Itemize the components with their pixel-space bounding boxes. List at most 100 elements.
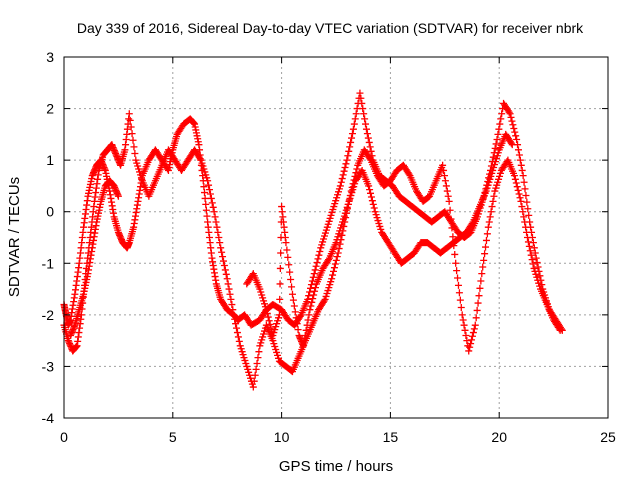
data-point-marker <box>365 138 373 146</box>
data-point-marker <box>250 377 258 385</box>
data-point-marker <box>127 123 135 131</box>
data-point-marker <box>263 309 271 317</box>
data-point-marker <box>252 365 260 373</box>
data-point-marker <box>283 246 291 254</box>
data-point-marker <box>360 110 368 118</box>
data-point-marker <box>196 155 204 163</box>
data-point-marker <box>364 134 372 142</box>
data-point-marker <box>208 199 216 207</box>
data-point-marker <box>348 134 356 142</box>
data-point-marker <box>262 306 270 314</box>
data-point-marker <box>470 325 478 333</box>
data-point-marker <box>330 267 338 275</box>
data-point-marker <box>288 290 296 298</box>
data-point-marker <box>359 105 367 113</box>
data-point-marker <box>511 128 519 136</box>
data-point-marker <box>489 197 497 205</box>
data-point-marker <box>475 292 483 300</box>
data-point-marker <box>458 311 466 319</box>
data-point-marker <box>366 155 374 163</box>
x-tick-label: 20 <box>491 429 507 445</box>
data-point-marker <box>367 147 375 155</box>
data-point-marker <box>516 156 524 164</box>
data-point-marker <box>232 320 240 328</box>
data-point-marker <box>495 125 503 133</box>
data-point-marker <box>300 337 308 345</box>
data-point-marker <box>290 302 298 310</box>
data-point-marker <box>291 308 299 316</box>
data-point-marker <box>343 156 351 164</box>
data-point-marker <box>336 240 344 248</box>
data-point-marker <box>536 272 544 280</box>
data-point-marker <box>303 321 311 329</box>
data-point-marker <box>508 141 516 149</box>
data-point-marker <box>370 204 378 212</box>
data-point-marker <box>218 248 226 256</box>
data-point-marker <box>356 89 364 97</box>
data-point-marker <box>496 120 504 128</box>
data-point-marker <box>200 183 208 191</box>
data-point-marker <box>522 223 530 231</box>
data-point-marker <box>482 236 490 244</box>
data-point-marker <box>465 347 473 355</box>
x-tick-label: 0 <box>60 429 68 445</box>
data-point-marker <box>525 242 533 250</box>
data-point-marker <box>479 263 487 271</box>
data-point-marker <box>131 150 139 158</box>
data-point-marker <box>526 247 534 255</box>
data-point-marker <box>305 311 313 319</box>
data-point-marker <box>289 296 297 304</box>
data-point-marker <box>341 164 349 172</box>
data-point-marker <box>521 218 529 226</box>
data-point-marker <box>521 185 529 193</box>
data-point-marker <box>498 110 506 118</box>
data-point-marker <box>320 297 328 305</box>
y-tick-label: -4 <box>42 410 55 426</box>
data-point-marker <box>308 277 316 285</box>
data-point-marker <box>342 160 350 168</box>
data-point-marker <box>254 354 262 362</box>
data-point-marker <box>227 295 235 303</box>
data-point-marker <box>487 208 495 216</box>
data-point-marker <box>482 243 490 251</box>
data-point-marker <box>282 239 290 247</box>
data-point-marker <box>220 261 228 269</box>
data-point-marker <box>447 215 455 223</box>
data-point-marker <box>366 143 374 151</box>
data-point-marker <box>456 296 464 304</box>
data-point-marker <box>442 182 450 190</box>
data-point-marker <box>216 239 224 247</box>
data-point-marker <box>347 138 355 146</box>
data-point-marker <box>299 342 307 350</box>
data-point-marker <box>315 251 323 259</box>
y-tick-label: 1 <box>46 152 54 168</box>
data-point-marker <box>130 143 138 151</box>
data-point-marker <box>302 326 310 334</box>
data-point-marker <box>264 313 272 321</box>
data-point-marker <box>451 250 459 258</box>
data-point-marker <box>527 251 535 259</box>
data-point-marker <box>267 324 275 332</box>
data-point-marker <box>517 161 525 169</box>
data-point-marker <box>493 136 501 144</box>
data-point-marker <box>332 256 340 264</box>
data-point-marker <box>344 152 352 160</box>
data-point-marker <box>293 320 301 328</box>
data-point-marker <box>523 198 531 206</box>
data-point-marker <box>276 295 284 303</box>
data-point-marker <box>224 280 232 288</box>
data-point-marker <box>515 151 523 159</box>
y-tick-label: 0 <box>46 204 54 220</box>
data-point-marker <box>459 316 467 324</box>
data-point-marker <box>524 205 532 213</box>
data-point-marker <box>358 99 366 107</box>
x-axis-label: GPS time / hours <box>279 458 393 475</box>
data-point-marker <box>316 247 324 255</box>
y-tick-label: 2 <box>46 101 54 117</box>
data-point-marker <box>509 121 517 129</box>
data-point-marker <box>518 166 526 174</box>
data-point-marker <box>494 130 502 138</box>
data-point-marker <box>448 224 456 232</box>
data-point-marker <box>294 326 302 334</box>
data-point-marker <box>533 259 541 267</box>
